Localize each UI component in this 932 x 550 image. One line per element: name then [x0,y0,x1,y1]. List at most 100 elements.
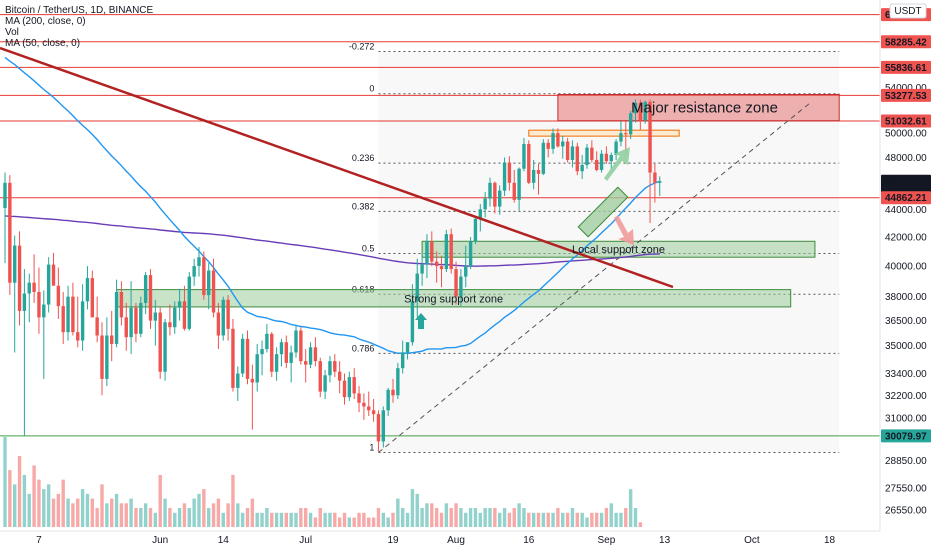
candle-body [119,291,124,318]
volume-bar [42,489,46,527]
volume-bar [371,517,376,527]
candle-body [633,102,638,114]
time-axis-label: Oct [744,535,760,546]
candle-body [337,371,342,381]
candle-body [565,141,570,160]
candle-body [284,342,288,363]
candle-body [95,317,99,336]
volume-legend: Vol [5,27,19,38]
zone-label: Major resistance zone [631,100,778,117]
volume-bar [502,508,507,527]
candle-body [148,275,153,321]
support-bounce-arrow [415,313,427,329]
candle-body [595,159,599,171]
fib-level-label: -0.272 [349,41,375,51]
time-axis-label: 18 [824,535,836,546]
candle-body [624,133,628,135]
candle-body [71,296,75,333]
volume-bar [17,455,22,527]
volume-bar [265,508,269,527]
volume-bar [313,517,318,527]
candle-body [517,168,521,200]
volume-bar [599,512,604,527]
candle-body [270,333,274,372]
candle-body [614,141,618,155]
candle-body [590,147,594,160]
candle-body [502,162,507,191]
volume-bar [139,508,143,527]
chart-legend: Bitcoin / TetherUS, 1D, BINANCE MA (200,… [5,5,153,49]
candle-body [512,182,516,200]
candle-body [483,198,487,210]
volume-bar [270,512,274,527]
candle-body [207,270,211,296]
candle-body [323,375,327,392]
volume-bar [173,512,177,527]
candle-body [425,241,429,265]
candle-body [498,190,502,207]
candle-body [289,352,293,363]
volume-bar [71,503,75,527]
candle-body [551,133,555,149]
zone-rect [528,129,680,137]
volume-bar [565,512,570,527]
volume-bar [570,508,575,527]
currency-badge [889,3,927,19]
price-tag-label: 53277.53 [885,91,927,102]
candle-body [541,142,546,174]
symbol-title: Bitcoin / TetherUS, 1D, BINANCE [5,5,154,16]
volume-bar [182,503,187,527]
candle-body [357,393,361,403]
volume-bar [454,503,458,527]
price-axis-tick: 32200.00 [885,391,927,402]
volume-bar [119,503,124,527]
volume-bar [129,498,133,527]
volume-bar [561,512,565,527]
volume-bar [337,517,342,527]
candle-body [260,349,264,355]
volume-bar [585,517,589,527]
candle-body [604,153,609,162]
volume-bar [192,498,196,527]
fib-level-label: 0.382 [352,201,375,211]
volume-bar [464,512,468,527]
candle-body [367,406,371,411]
candle-body [464,266,468,277]
candle-body [628,113,633,135]
volume-bar [391,512,395,527]
volume-bar [425,503,429,527]
volume-bar [318,508,322,527]
volume-bar [202,489,206,527]
volume-bar [614,512,618,527]
volume-bar [628,489,633,527]
candle-body [362,402,366,407]
candle-body [3,182,7,208]
breakout-box [577,186,629,238]
candle-body [177,301,182,308]
candle-body [17,245,22,311]
volume-bar [357,512,361,527]
time-axis-label: 7 [36,535,42,546]
candle-body [401,352,405,369]
price-axis-tick: 33400.00 [885,369,927,380]
candle-body [32,282,36,292]
volume-bar [255,512,259,527]
fib-level-label: 0.786 [352,343,375,353]
candle-body [347,377,352,398]
volume-bar [250,498,255,527]
volume-bar [289,512,293,527]
price-axis-tick: 26550.00 [885,506,927,517]
candle-body [37,291,41,318]
volume-bar [134,508,138,527]
ma200-line [4,215,660,267]
candle-body [531,170,536,183]
candle-body [454,269,458,297]
volume-bar [367,517,371,527]
candle-body [391,389,395,396]
volume-bar [27,493,31,527]
price-axis-tick: 50000.00 [885,129,927,140]
candle-body [522,143,526,169]
candle-body [420,264,424,274]
